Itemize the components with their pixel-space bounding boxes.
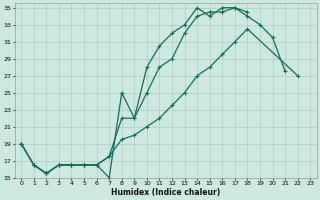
X-axis label: Humidex (Indice chaleur): Humidex (Indice chaleur) (111, 188, 220, 197)
